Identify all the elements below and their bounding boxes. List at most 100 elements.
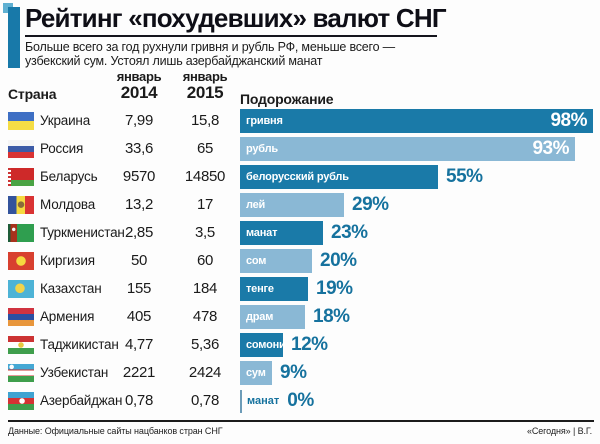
value-jan-2015: 15,8 <box>191 112 219 129</box>
country-flag-icon <box>8 224 34 242</box>
table-row: Киргизия 50 60 сом 20% <box>0 248 600 276</box>
value-jan-2014: 2221 <box>122 364 156 381</box>
subtitle-line-1: Больше всего за год рухнули гривня и руб… <box>25 40 395 54</box>
country-flag-icon <box>8 392 34 410</box>
value-jan-2014: 9570 <box>122 168 156 185</box>
currency-label: сом <box>246 255 267 267</box>
country-name: Таджикистан <box>40 337 119 352</box>
currency-label: тенге <box>246 283 274 295</box>
page-title: Рейтинг «похудевших» валют СНГ <box>25 3 447 33</box>
bar-track: тенге 19% <box>240 277 594 301</box>
table-row: Азербайджан 0,78 0,78 манат манат 0% <box>0 388 600 416</box>
table-row: Туркменистан 2,85 3,5 манат 23% <box>0 220 600 248</box>
percent-label: 23% <box>331 222 368 243</box>
column-header-country: Страна <box>8 86 57 102</box>
country-name: Армения <box>40 309 95 324</box>
value-jan-2014: 155 <box>126 280 152 297</box>
percent-label: 29% <box>352 194 389 215</box>
currency-label: гривня <box>246 115 283 127</box>
percent-label: 55% <box>446 166 483 187</box>
currency-bar: сом <box>240 249 312 273</box>
bar-track: сум 9% <box>240 361 594 385</box>
bar-track: манат 23% <box>240 221 594 245</box>
bar-track: белорусский рубль 55% <box>240 165 594 189</box>
column-header-jan-2015-year: 2015 <box>186 83 224 102</box>
table-body: Украина 7,99 15,8 гривня 98% Россия 33,6… <box>0 108 600 416</box>
percent-label: 20% <box>320 250 357 271</box>
footer-divider <box>8 420 594 422</box>
credit: «Сегодня» | В.Г. <box>526 426 592 436</box>
value-jan-2014: 7,99 <box>125 112 153 129</box>
percent-label: 19% <box>316 278 353 299</box>
currency-bar: драм <box>240 305 305 329</box>
column-header-jan-2014-year: 2014 <box>120 83 158 102</box>
country-flag-icon <box>8 336 34 354</box>
country-flag-icon <box>8 112 34 130</box>
country-name: Беларусь <box>40 169 98 184</box>
bar-track: рубль 93% <box>240 137 594 161</box>
bar-track: сомони 12% <box>240 333 594 357</box>
table-row: Россия 33,6 65 рубль 93% <box>0 136 600 164</box>
table-row: Беларусь 9570 14850 белорусский рубль 55… <box>0 164 600 192</box>
country-flag-icon <box>8 308 34 326</box>
percent-label: 93% <box>532 138 569 159</box>
currency-label: манат <box>246 227 278 239</box>
subtitle: Больше всего за год рухнули гривня и руб… <box>25 40 395 68</box>
column-header-jan-2014-month: январь <box>116 69 162 84</box>
value-jan-2015: 184 <box>192 280 218 297</box>
currency-bar: лей <box>240 193 344 217</box>
value-jan-2014: 4,77 <box>125 336 153 353</box>
currency-bar: гривня 98% <box>240 109 593 133</box>
value-jan-2015: 17 <box>196 196 214 213</box>
value-jan-2014: 13,2 <box>125 196 153 213</box>
country-name: Туркменистан <box>40 225 125 240</box>
country-flag-icon <box>8 196 34 214</box>
currency-bar: рубль 93% <box>240 137 575 161</box>
column-header-jan-2014: январь 2014 <box>110 69 168 102</box>
country-name: Азербайджан <box>40 393 123 408</box>
value-jan-2015: 14850 <box>184 168 226 185</box>
table-row: Узбекистан 2221 2424 сум 9% <box>0 360 600 388</box>
country-flag-icon <box>8 252 34 270</box>
value-jan-2015: 3,5 <box>195 224 215 241</box>
column-header-chart: Подорожание <box>240 91 334 107</box>
currency-bar: манат <box>240 221 323 245</box>
value-jan-2015: 2424 <box>188 364 222 381</box>
title-underline <box>25 35 437 37</box>
value-jan-2015: 65 <box>196 140 214 157</box>
table-row: Украина 7,99 15,8 гривня 98% <box>0 108 600 136</box>
currency-label: драм <box>246 311 274 323</box>
table-row: Казахстан 155 184 тенге 19% <box>0 276 600 304</box>
bar-track: драм 18% <box>240 305 594 329</box>
data-source: Данные: Официальные сайты нацбанков стра… <box>8 426 223 436</box>
bar-track: манат манат 0% <box>240 389 594 413</box>
percent-label: 18% <box>313 306 350 327</box>
country-name: Молдова <box>40 197 95 212</box>
value-jan-2014: 50 <box>130 252 148 269</box>
currency-bar: белорусский рубль <box>240 165 438 189</box>
value-jan-2014: 405 <box>126 308 152 325</box>
value-jan-2015: 5,36 <box>191 336 219 353</box>
percent-label: 0% <box>287 390 314 411</box>
percent-label: 12% <box>291 334 328 355</box>
table-row: Таджикистан 4,77 5,36 сомони 12% <box>0 332 600 360</box>
currency-label: рубль <box>246 143 278 155</box>
country-flag-icon <box>8 364 34 382</box>
subtitle-line-2: узбекский сум. Устоял лишь азербайджанск… <box>25 54 323 68</box>
bar-track: сом 20% <box>240 249 594 273</box>
country-name: Россия <box>40 141 84 156</box>
country-name: Киргизия <box>40 253 95 268</box>
country-flag-icon <box>8 140 34 158</box>
column-header-jan-2015: январь 2015 <box>176 70 234 102</box>
percent-label: 9% <box>280 362 307 383</box>
bar-track: гривня 98% <box>240 109 594 133</box>
currency-label-zero: манат <box>247 395 280 407</box>
table-row: Армения 405 478 драм 18% <box>0 304 600 332</box>
currency-label: лей <box>246 199 266 211</box>
brand-mark-dark-icon <box>8 7 20 68</box>
country-flag-icon <box>8 280 34 298</box>
table-row: Молдова 13,2 17 лей 29% <box>0 192 600 220</box>
country-name: Казахстан <box>40 281 102 296</box>
percent-label: 98% <box>550 110 587 131</box>
